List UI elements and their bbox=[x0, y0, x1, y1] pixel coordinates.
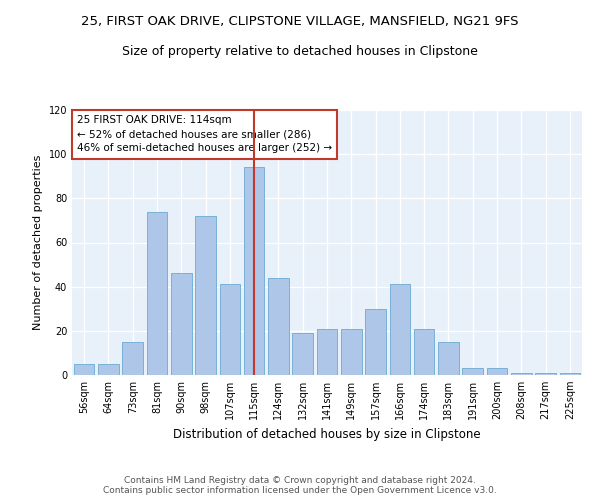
Text: Size of property relative to detached houses in Clipstone: Size of property relative to detached ho… bbox=[122, 45, 478, 58]
Bar bbox=[244, 168, 265, 375]
Bar bbox=[268, 278, 289, 375]
Bar bbox=[438, 342, 459, 375]
Bar bbox=[365, 308, 386, 375]
Bar bbox=[341, 328, 362, 375]
Text: Contains HM Land Registry data © Crown copyright and database right 2024.
Contai: Contains HM Land Registry data © Crown c… bbox=[103, 476, 497, 495]
Y-axis label: Number of detached properties: Number of detached properties bbox=[33, 155, 43, 330]
Bar bbox=[317, 328, 337, 375]
Bar bbox=[74, 364, 94, 375]
Bar bbox=[220, 284, 240, 375]
Bar bbox=[535, 373, 556, 375]
Bar bbox=[122, 342, 143, 375]
Bar bbox=[98, 364, 119, 375]
Bar bbox=[292, 333, 313, 375]
Bar bbox=[389, 284, 410, 375]
Bar bbox=[414, 328, 434, 375]
Bar bbox=[463, 368, 483, 375]
Text: 25 FIRST OAK DRIVE: 114sqm
← 52% of detached houses are smaller (286)
46% of sem: 25 FIRST OAK DRIVE: 114sqm ← 52% of deta… bbox=[77, 116, 332, 154]
Text: 25, FIRST OAK DRIVE, CLIPSTONE VILLAGE, MANSFIELD, NG21 9FS: 25, FIRST OAK DRIVE, CLIPSTONE VILLAGE, … bbox=[81, 15, 519, 28]
Bar bbox=[146, 212, 167, 375]
Bar bbox=[487, 368, 508, 375]
Bar bbox=[560, 373, 580, 375]
Bar bbox=[511, 373, 532, 375]
Bar bbox=[195, 216, 216, 375]
X-axis label: Distribution of detached houses by size in Clipstone: Distribution of detached houses by size … bbox=[173, 428, 481, 440]
Bar bbox=[171, 274, 191, 375]
